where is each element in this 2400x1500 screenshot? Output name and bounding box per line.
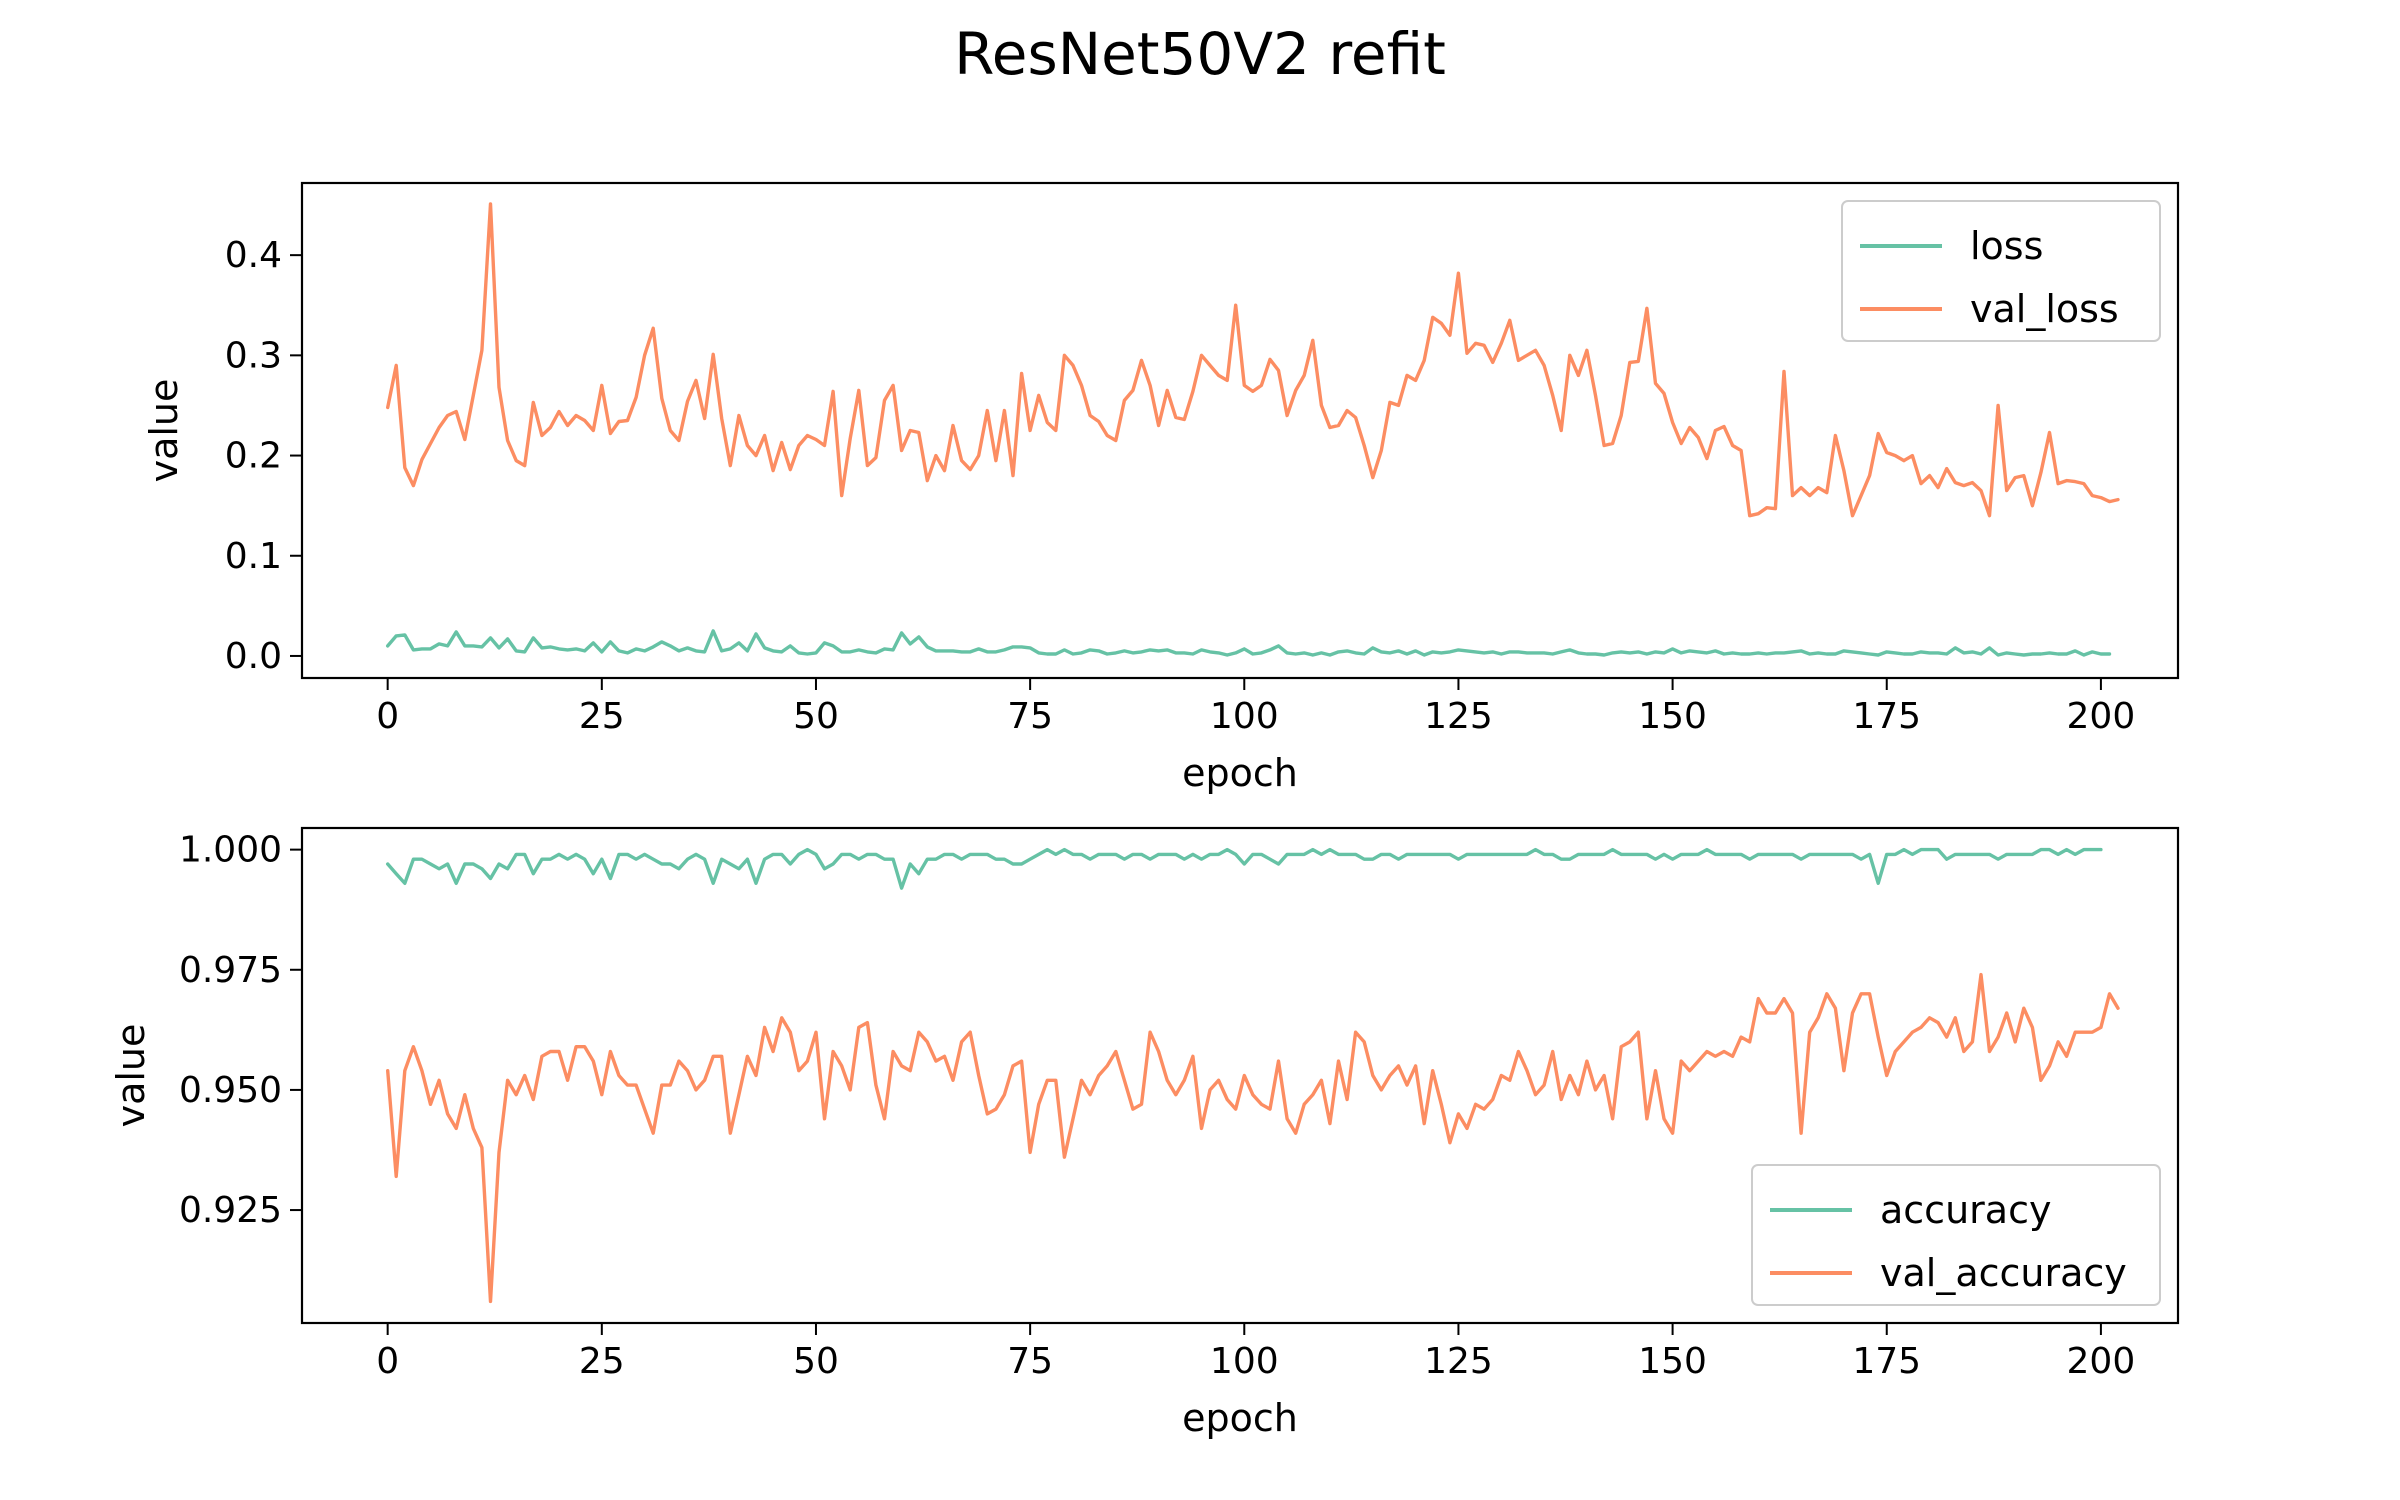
bottom-series-line-accuracy [386,847,2103,890]
bottom-xtick-label: 0 [376,1341,399,1382]
bottom-xtick-label: 150 [1638,1341,1707,1382]
top-xtick-label: 50 [793,696,839,737]
bottom-ylabel: value [109,1024,153,1128]
top-xtick-label: 0 [376,696,399,737]
bottom-xlabel: epoch [1182,1396,1298,1440]
top-ytick-label: 0.2 [225,436,282,477]
bottom-legend-label-val-accuracy: val_accuracy [1880,1251,2127,1295]
top-series-line-loss [386,629,2112,657]
top-xtick-label: 200 [2067,696,2136,737]
top-xlabel: epoch [1182,751,1298,795]
bottom-xtick-label: 50 [793,1341,839,1382]
bottom-axes-frame [300,826,2180,1325]
bottom-ytick-label: 1.000 [179,830,282,871]
top-ylabel: value [142,379,186,483]
top-ytick-label: 0.0 [225,636,282,677]
top-legend-label-val-loss: val_loss [1970,287,2119,331]
figure-title: ResNet50V2 refit [954,20,1446,88]
top-xtick-label: 150 [1638,696,1707,737]
bottom-legend-label-accuracy: accuracy [1880,1188,2051,1232]
bottom-legend-box [1751,1164,2161,1306]
top-xtick-label: 100 [1210,696,1279,737]
bottom-xtick-label: 100 [1210,1341,1279,1382]
bottom-xtick-label: 125 [1424,1341,1493,1382]
bottom-ytick-label: 0.925 [179,1190,282,1231]
top-xtick-label: 25 [579,696,625,737]
bottom-ytick-label: 0.950 [179,1070,282,1111]
top-ytick-label: 0.3 [225,335,282,376]
top-legend-label-loss: loss [1970,224,2043,268]
bottom-series-line-val-accuracy [386,972,2120,1304]
bottom-xtick-label: 25 [579,1341,625,1382]
bottom-xtick-label: 200 [2067,1341,2136,1382]
top-xtick-label: 75 [1007,696,1053,737]
top-xtick-label: 125 [1424,696,1493,737]
bottom-xtick-label: 75 [1007,1341,1053,1382]
top-ytick-label: 0.1 [225,536,282,577]
top-series-line-val-loss [386,202,2120,518]
top-axes-frame [300,181,2180,680]
top-legend-box [1841,200,2161,342]
top-ytick-label: 0.4 [225,235,282,276]
bottom-xtick-label: 175 [1852,1341,1921,1382]
bottom-ytick-label: 0.975 [179,950,282,991]
top-xtick-label: 175 [1852,696,1921,737]
